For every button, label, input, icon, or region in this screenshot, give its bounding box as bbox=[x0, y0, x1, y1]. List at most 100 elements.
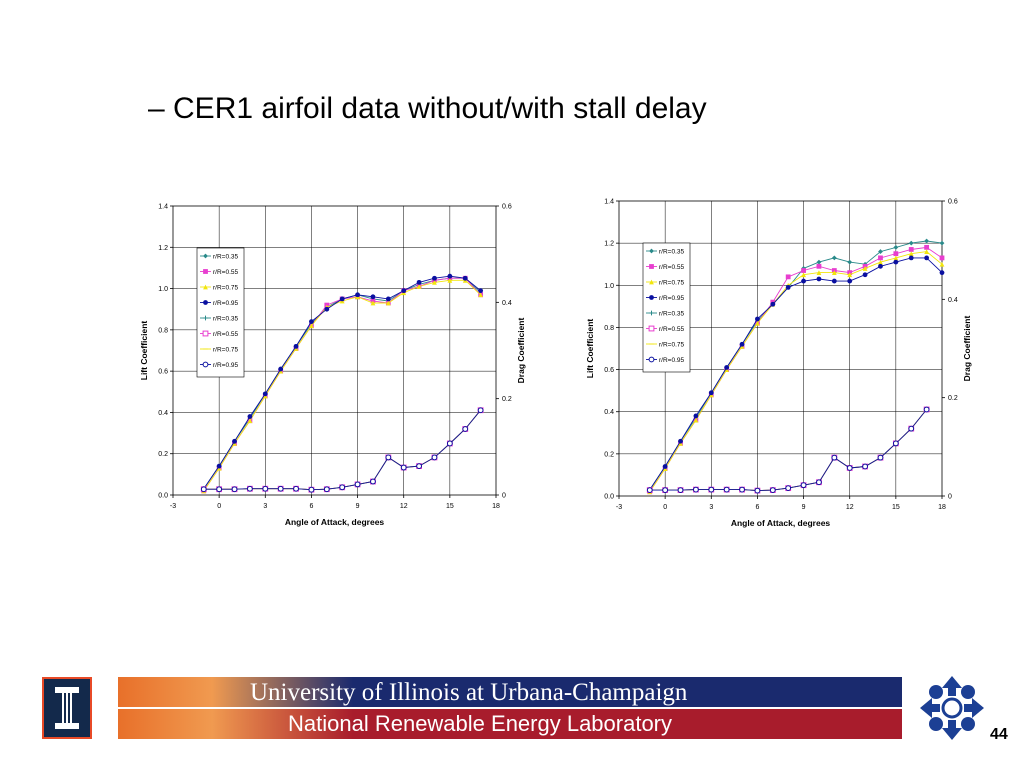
data-point bbox=[323, 486, 330, 493]
data-point bbox=[339, 296, 345, 302]
data-point bbox=[370, 300, 376, 306]
data-point bbox=[770, 301, 776, 307]
y2-tick-label: 0 bbox=[502, 493, 506, 500]
data-point bbox=[769, 487, 776, 494]
data-point bbox=[693, 413, 699, 419]
legend-label: r/R=0.35 bbox=[659, 248, 684, 255]
data-point bbox=[862, 272, 868, 278]
data-point bbox=[724, 365, 730, 370]
x-tick-label: 6 bbox=[755, 504, 759, 511]
data-point bbox=[385, 300, 391, 306]
legend-label: r/R=0.95 bbox=[659, 357, 684, 364]
data-point bbox=[893, 251, 899, 257]
data-point bbox=[416, 284, 422, 289]
data-point bbox=[801, 272, 806, 278]
legend-label: r/R=0.95 bbox=[659, 295, 684, 302]
data-point bbox=[385, 296, 391, 302]
x-tick-label: 9 bbox=[802, 504, 806, 511]
data-point bbox=[924, 255, 930, 261]
legend-label: r/R=0.75 bbox=[659, 341, 684, 348]
data-point bbox=[878, 259, 883, 265]
lab-banner bbox=[118, 709, 902, 739]
y2-tick-label: 0.6 bbox=[502, 204, 512, 211]
y2-tick-label: 0.6 bbox=[948, 199, 958, 206]
legend-label: r/R=0.95 bbox=[213, 362, 238, 369]
series-left-3 bbox=[647, 255, 945, 493]
data-point bbox=[477, 407, 484, 414]
data-point bbox=[878, 249, 883, 254]
series-left-3 bbox=[201, 273, 484, 492]
data-point bbox=[800, 482, 807, 489]
lift-drag-chart-with-stall-delay: -3 0 3 6 9 12 15 18 0.0 0.2 0.4 0.6 0.8 1.0 1.2 1.4 0 0.2… bbox=[585, 199, 972, 529]
data-point bbox=[216, 486, 223, 493]
x-tick-label: 12 bbox=[846, 504, 854, 511]
data-point bbox=[247, 418, 253, 424]
data-point bbox=[816, 263, 822, 269]
data-point bbox=[785, 485, 792, 492]
legend-marker bbox=[648, 325, 655, 332]
data-point bbox=[878, 263, 883, 269]
data-point bbox=[755, 320, 760, 326]
data-point bbox=[370, 294, 376, 300]
series-line bbox=[649, 257, 943, 490]
data-point bbox=[262, 391, 268, 397]
legend-marker bbox=[648, 356, 655, 363]
legend-marker bbox=[649, 310, 654, 316]
y2-tick-label: 0.2 bbox=[502, 396, 512, 403]
lift-drag-chart-without-stall-delay: -3 0 3 6 9 12 15 18 0.0 0.2 0.4 0.6 0.8 1.0 1.2 1.4 0 0.2… bbox=[139, 204, 526, 528]
data-point bbox=[847, 278, 853, 284]
data-point bbox=[478, 292, 484, 298]
illinois-logo bbox=[42, 677, 92, 739]
y-tick-label: 0.4 bbox=[158, 410, 168, 417]
data-point bbox=[801, 268, 806, 273]
x-tick-label: 0 bbox=[663, 504, 667, 511]
data-point bbox=[247, 414, 253, 419]
y2-axis-label: Drag Coefficient bbox=[516, 318, 526, 384]
data-point bbox=[293, 343, 299, 349]
data-point bbox=[924, 244, 930, 250]
data-point bbox=[293, 485, 299, 492]
x-tick-label: 3 bbox=[709, 504, 713, 511]
data-point bbox=[278, 366, 284, 372]
legend-label: r/R=0.55 bbox=[659, 326, 684, 333]
data-point bbox=[893, 255, 899, 261]
legend-box bbox=[642, 242, 691, 373]
legend-marker bbox=[203, 269, 208, 274]
data-point bbox=[739, 486, 745, 493]
y-tick-label: 0.6 bbox=[158, 369, 168, 376]
data-point bbox=[862, 463, 868, 470]
data-point bbox=[939, 255, 945, 261]
legend-marker bbox=[203, 300, 208, 305]
y-tick-label: 0.0 bbox=[158, 493, 168, 500]
legend-label: r/R=0.75 bbox=[213, 346, 238, 353]
data-point bbox=[831, 278, 837, 284]
y-tick-label: 1.4 bbox=[604, 199, 614, 206]
data-point bbox=[247, 485, 253, 492]
y-tick-label: 0.2 bbox=[604, 451, 614, 458]
illinois-i-mark-icon bbox=[55, 687, 79, 729]
legend-label: r/R=0.55 bbox=[213, 269, 238, 276]
nrel-logo-icon bbox=[920, 676, 984, 740]
legend-label: r/R=0.95 bbox=[213, 300, 238, 307]
y-axis-label: Lift Coefficient bbox=[139, 321, 149, 381]
data-point bbox=[785, 274, 791, 280]
x-tick-label: 0 bbox=[217, 503, 221, 510]
university-name: University of Illinois at Urbana-Champai… bbox=[250, 679, 688, 706]
data-point bbox=[416, 463, 422, 470]
data-point bbox=[678, 438, 683, 444]
data-point bbox=[462, 426, 469, 432]
x-tick-label: 15 bbox=[892, 504, 900, 511]
legend-label: r/R=0.55 bbox=[659, 264, 684, 271]
x-tick-label: 18 bbox=[492, 503, 500, 510]
data-point bbox=[939, 261, 945, 267]
data-point bbox=[893, 244, 899, 250]
legend-label: r/R=0.35 bbox=[213, 253, 238, 260]
legend: r/R=0.35 r/R=0.55 r/R=0.75 r/R=0.95 r/R=0.35… bbox=[196, 247, 245, 378]
slide-title: – CER1 airfoil data without/with stall d… bbox=[148, 92, 707, 125]
data-point bbox=[231, 486, 238, 493]
x-tick-label: -3 bbox=[170, 503, 176, 510]
y-tick-label: 1.2 bbox=[604, 241, 614, 248]
data-point bbox=[816, 259, 822, 265]
data-point bbox=[401, 288, 407, 294]
data-point bbox=[846, 465, 853, 471]
